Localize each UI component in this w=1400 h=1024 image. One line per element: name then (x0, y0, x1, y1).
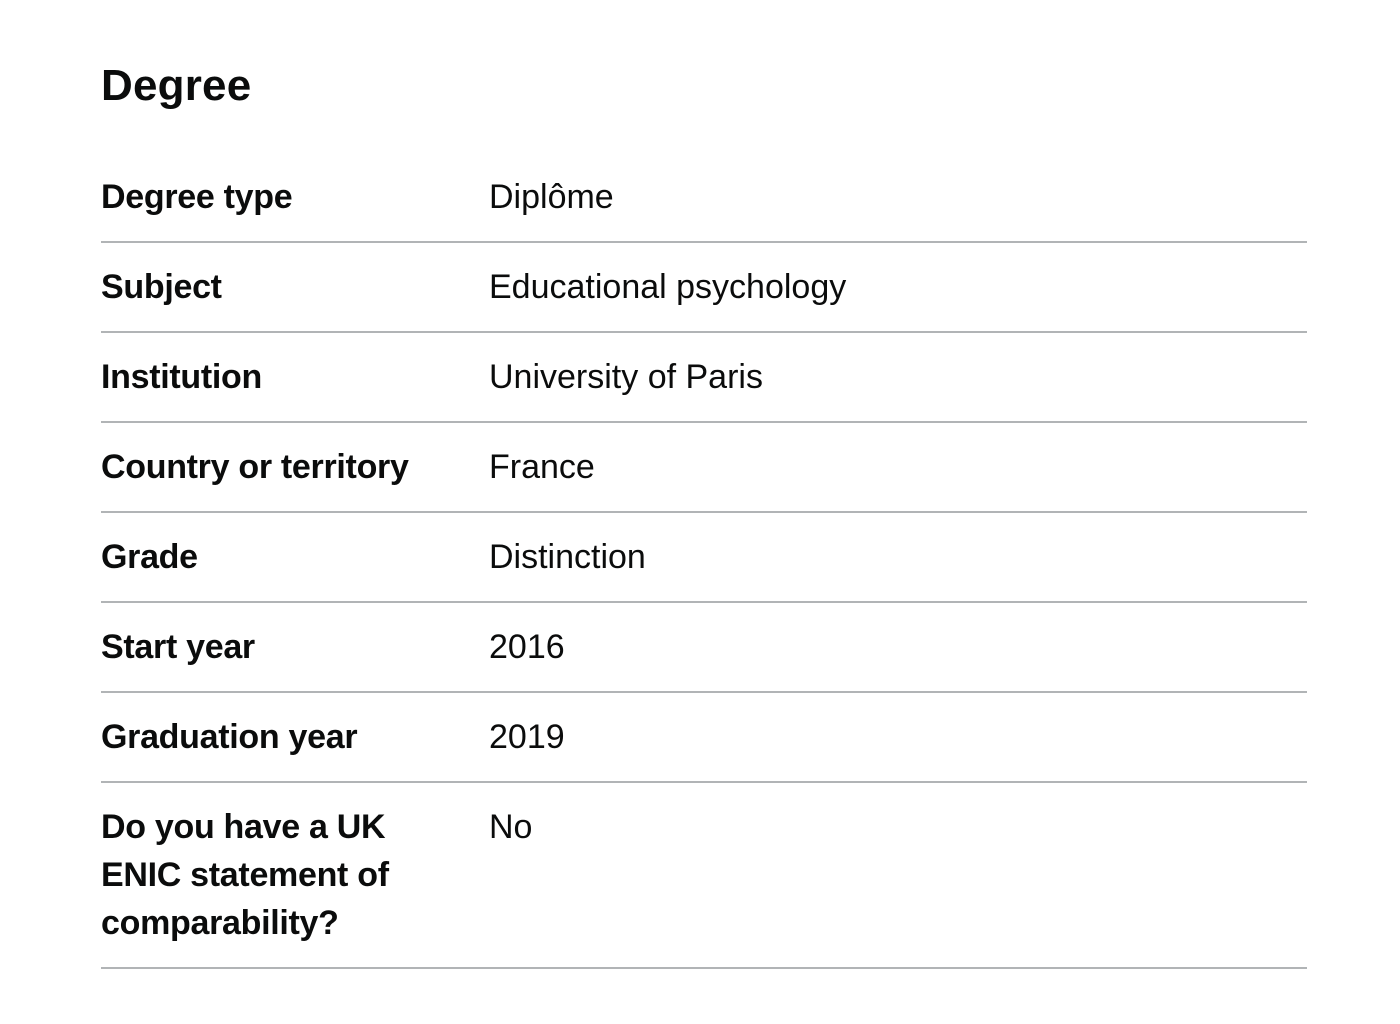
summary-row-country: Country or territory France (101, 423, 1307, 513)
summary-row-enic-statement: Do you have a UK ENIC statement of compa… (101, 783, 1307, 969)
row-value: 2016 (489, 628, 565, 666)
summary-row-grade: Grade Distinction (101, 513, 1307, 603)
summary-row-start-year: Start year 2016 (101, 603, 1307, 693)
row-key: Institution (101, 358, 262, 396)
summary-row-institution: Institution University of Paris (101, 333, 1307, 423)
row-key: Country or territory (101, 448, 409, 486)
row-value: Distinction (489, 538, 646, 576)
row-value: No (489, 808, 533, 846)
row-value: University of Paris (489, 358, 763, 396)
summary-list: Degree type Diplôme Subject Educational … (101, 153, 1307, 969)
row-value: Diplôme (489, 178, 614, 216)
row-key: Do you have a UK ENIC statement of compa… (101, 808, 389, 942)
row-value: 2019 (489, 718, 565, 756)
row-key: Degree type (101, 178, 293, 216)
row-key: Graduation year (101, 718, 358, 756)
row-key: Grade (101, 538, 198, 576)
row-key: Subject (101, 268, 222, 306)
row-value: Educational psychology (489, 268, 847, 306)
summary-row-degree-type: Degree type Diplôme (101, 153, 1307, 243)
row-key: Start year (101, 628, 255, 666)
section-heading: Degree (101, 61, 252, 110)
summary-row-graduation-year: Graduation year 2019 (101, 693, 1307, 783)
row-value: France (489, 448, 595, 486)
summary-row-subject: Subject Educational psychology (101, 243, 1307, 333)
